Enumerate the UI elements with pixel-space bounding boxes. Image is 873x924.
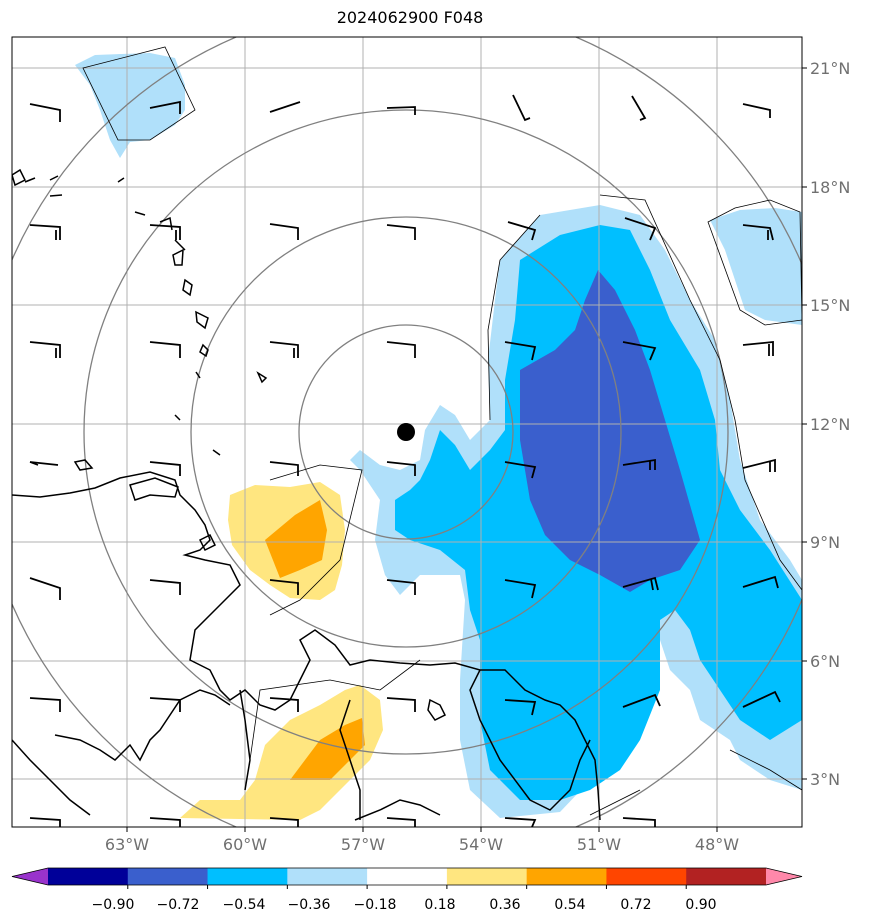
lat-label: 12°N — [810, 415, 850, 434]
field-orange-south — [290, 718, 365, 780]
colorbar-tick-label: 0.72 — [620, 897, 651, 913]
lon-label: 63°W — [105, 835, 149, 854]
lon-label: 51°W — [577, 835, 621, 854]
coastlines — [12, 168, 601, 821]
colorbar-extend-min — [12, 868, 48, 885]
lat-label: 3°N — [810, 770, 840, 789]
colorbar-outline — [11, 867, 803, 886]
colorbar-segment — [606, 868, 687, 885]
longitude-labels: 63°W 60°W 57°W 54°W 51°W 48°W — [105, 835, 739, 854]
lon-label: 54°W — [459, 835, 503, 854]
lat-label: 15°N — [810, 296, 850, 315]
range-rings — [12, 37, 802, 827]
wind-barbs — [29, 94, 781, 827]
colorbar-extend-max — [766, 868, 802, 885]
field-light-blue-nw — [75, 53, 185, 158]
colorbar-tick-label: 0.54 — [554, 897, 585, 913]
map-title: 2024062900 F048 — [336, 8, 484, 27]
colorbar-tick-label: 0.18 — [424, 897, 455, 913]
latitude-labels: 21°N 18°N 15°N 12°N 9°N 6°N 3°N — [810, 59, 850, 789]
colorbar-segment — [526, 868, 607, 885]
colorbar-tick-labels: −0.90 −0.72 −0.54 −0.36 −0.18 0.18 0.36 … — [92, 897, 717, 913]
colorbar-tick-label: 0.36 — [489, 897, 520, 913]
colorbar-tick-label: −0.90 — [92, 897, 135, 913]
colorbar-segment — [287, 868, 368, 885]
colorbar-tick-label: −0.72 — [157, 897, 200, 913]
colorbar-segment — [446, 868, 528, 885]
colorbar-tick-label: −0.54 — [223, 897, 266, 913]
colorbar-segment — [686, 868, 767, 885]
lon-label: 60°W — [223, 835, 267, 854]
colorbar-tick-label: −0.18 — [354, 897, 397, 913]
field-light-yellow-south — [180, 685, 383, 820]
colorbar-segment — [127, 868, 209, 885]
contour-outlines — [82, 46, 802, 816]
colorbar-segment — [367, 868, 448, 885]
lon-label: 48°W — [695, 835, 739, 854]
colorbar-segment — [48, 868, 129, 885]
field-light-blue-ne — [710, 208, 802, 325]
colorbar — [11, 867, 803, 889]
lon-label: 57°W — [341, 835, 385, 854]
lat-lon-grid — [12, 37, 802, 827]
lat-label: 9°N — [810, 533, 840, 552]
storm-center-marker — [397, 423, 415, 441]
colorbar-tick-label: −0.36 — [288, 897, 331, 913]
lat-label: 18°N — [810, 178, 850, 197]
axis-ticks — [126, 67, 807, 832]
map-frame — [11, 36, 803, 828]
lat-label: 6°N — [810, 652, 840, 671]
field-royal-blue — [520, 270, 700, 592]
colorbar-segment — [207, 868, 288, 885]
field-orange-west — [265, 500, 327, 578]
lat-label: 21°N — [810, 59, 850, 78]
colorbar-tick-label: 0.90 — [685, 897, 716, 913]
